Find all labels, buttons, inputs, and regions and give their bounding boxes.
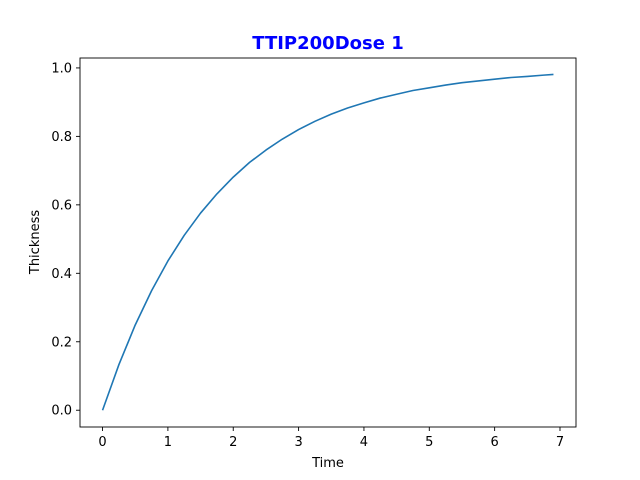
series-line-0 xyxy=(101,73,554,411)
y-tick-label: 1.0 xyxy=(51,61,72,76)
x-tick-label: 3 xyxy=(294,435,302,450)
x-tick-label: 2 xyxy=(229,435,237,450)
x-tick-label: 5 xyxy=(425,435,433,450)
x-tick-label: 6 xyxy=(490,435,498,450)
x-tick-label: 1 xyxy=(164,435,172,450)
x-tick-label: 7 xyxy=(556,435,564,450)
y-tick-label: 0.4 xyxy=(51,267,72,282)
x-tick-label: 0 xyxy=(98,435,106,450)
plot-area: 0 1 2 3 4 5 6 7 0.0 0.2 0.4 0.6 0.8 1.0 xyxy=(51,57,577,450)
axes-frame xyxy=(79,57,577,428)
chart-title: TTIP200Dose 1 xyxy=(252,33,403,54)
x-axis-title: Time xyxy=(311,456,344,471)
x-tick-label: 4 xyxy=(360,435,368,450)
y-tick-label: 0.8 xyxy=(51,130,72,145)
y-axis-title: Thickness xyxy=(28,210,43,275)
y-tick-label: 0.6 xyxy=(51,198,72,213)
y-tick-label: 0.2 xyxy=(51,335,72,350)
y-tick-label: 0.0 xyxy=(51,404,72,419)
